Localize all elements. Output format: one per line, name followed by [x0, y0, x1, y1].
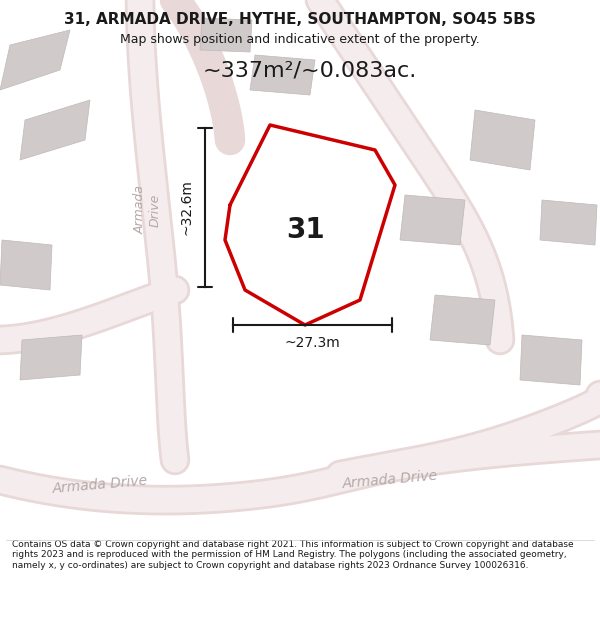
Text: Armada Drive: Armada Drive: [52, 474, 148, 496]
Polygon shape: [20, 100, 90, 160]
Text: ~337m²/~0.083ac.: ~337m²/~0.083ac.: [203, 60, 417, 80]
Polygon shape: [200, 18, 252, 52]
Polygon shape: [0, 240, 52, 290]
Polygon shape: [20, 335, 82, 380]
Polygon shape: [225, 125, 395, 325]
Text: 31: 31: [286, 216, 325, 244]
Text: Map shows position and indicative extent of the property.: Map shows position and indicative extent…: [120, 34, 480, 46]
Text: Armada Drive: Armada Drive: [341, 469, 439, 491]
Text: Contains OS data © Crown copyright and database right 2021. This information is : Contains OS data © Crown copyright and d…: [12, 540, 574, 570]
Text: Armada
Drive: Armada Drive: [134, 186, 162, 234]
Text: ~27.3m: ~27.3m: [284, 336, 340, 350]
Polygon shape: [470, 110, 535, 170]
Polygon shape: [400, 195, 465, 245]
Polygon shape: [430, 295, 495, 345]
Text: 31, ARMADA DRIVE, HYTHE, SOUTHAMPTON, SO45 5BS: 31, ARMADA DRIVE, HYTHE, SOUTHAMPTON, SO…: [64, 12, 536, 28]
Text: ~32.6m: ~32.6m: [180, 179, 194, 236]
Polygon shape: [520, 335, 582, 385]
Polygon shape: [540, 200, 597, 245]
Polygon shape: [250, 55, 315, 95]
Polygon shape: [0, 30, 70, 90]
